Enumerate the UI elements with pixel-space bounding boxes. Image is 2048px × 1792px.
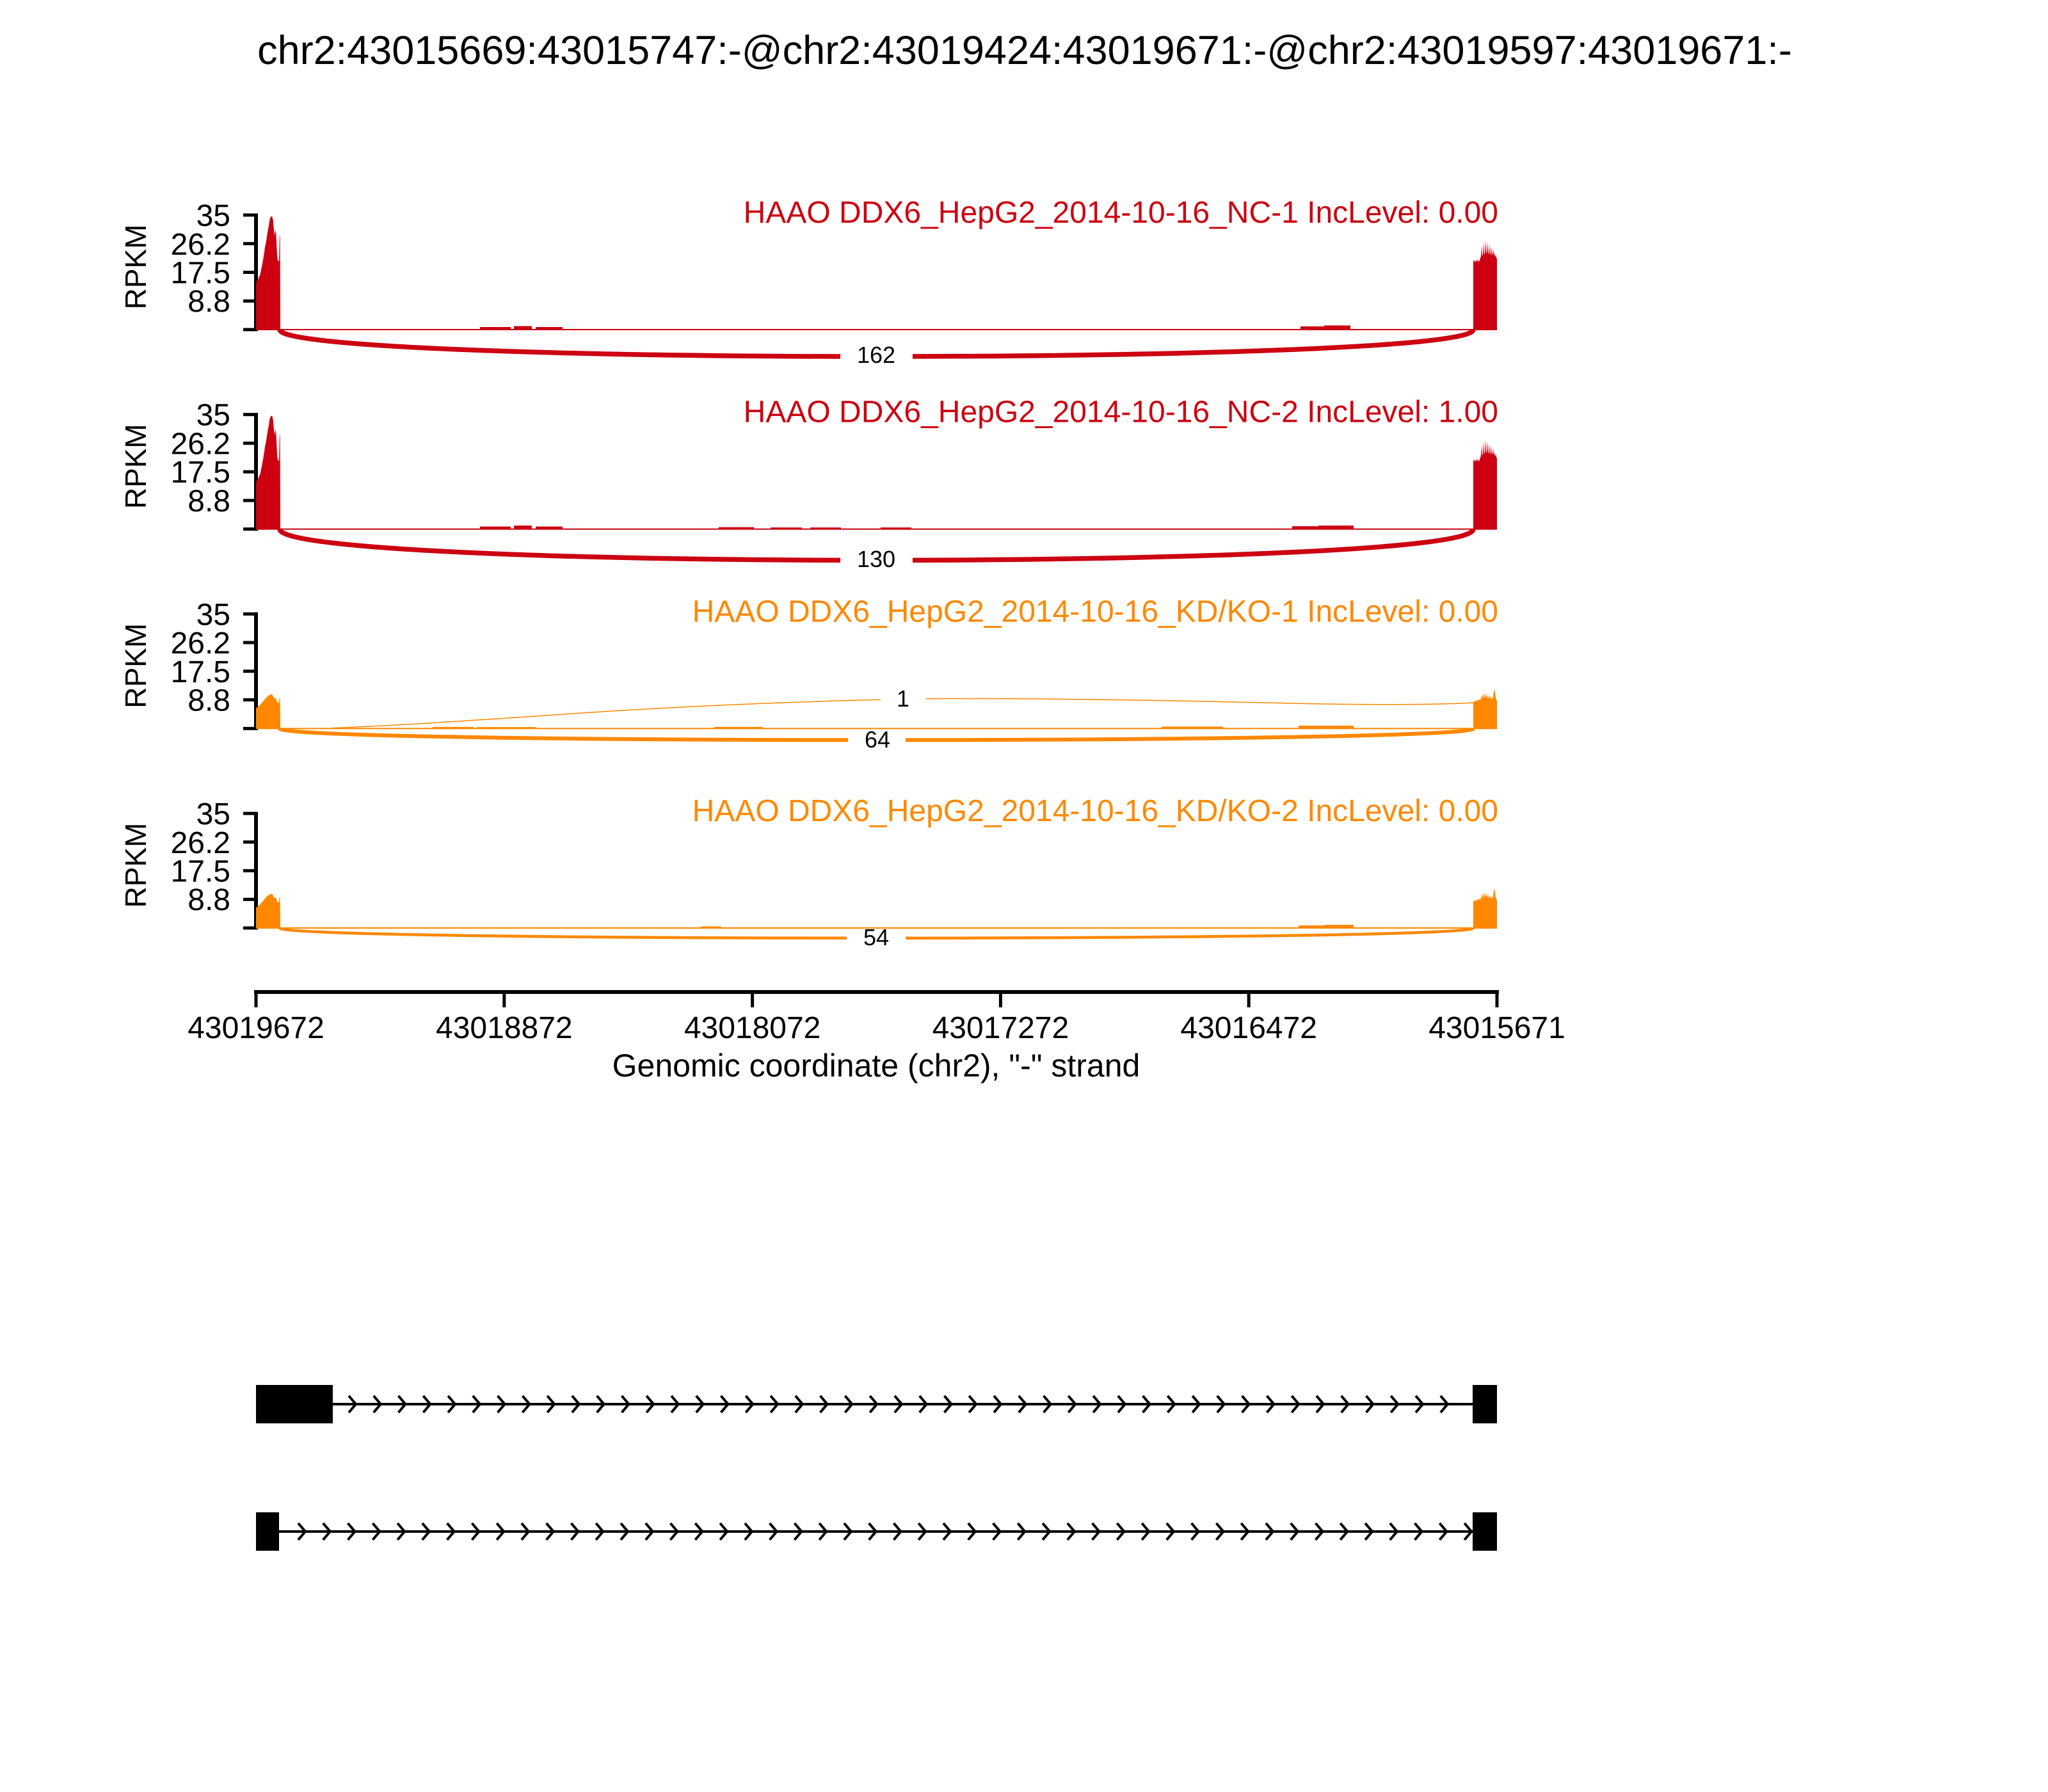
svg-text:17.5: 17.5 <box>171 257 230 291</box>
svg-text:8.8: 8.8 <box>188 285 230 319</box>
svg-text:43016472: 43016472 <box>1180 1011 1317 1045</box>
svg-text:RPKM: RPKM <box>119 225 152 310</box>
svg-text:43018072: 43018072 <box>684 1011 821 1045</box>
svg-text:26.2: 26.2 <box>171 627 230 660</box>
svg-text:8.8: 8.8 <box>188 684 230 718</box>
svg-text:26.2: 26.2 <box>171 428 230 461</box>
svg-text:RPKM: RPKM <box>119 823 152 908</box>
svg-text:35: 35 <box>196 399 230 433</box>
svg-text:17.5: 17.5 <box>171 655 230 689</box>
svg-text:43019672: 43019672 <box>188 1011 324 1045</box>
svg-text:17.5: 17.5 <box>171 855 230 889</box>
svg-text:130: 130 <box>857 546 895 572</box>
svg-text:26.2: 26.2 <box>171 826 230 860</box>
svg-text:HAAO DDX6_HepG2_2014-10-16_KD/: HAAO DDX6_HepG2_2014-10-16_KD/KO-2 IncLe… <box>692 794 1498 828</box>
svg-text:Genomic coordinate (chr2), "-": Genomic coordinate (chr2), "-" strand <box>612 1048 1140 1084</box>
svg-text:35: 35 <box>196 598 230 632</box>
svg-text:162: 162 <box>857 342 895 368</box>
svg-text:43015671: 43015671 <box>1428 1011 1565 1045</box>
svg-text:43018872: 43018872 <box>436 1011 573 1045</box>
svg-text:RPKM: RPKM <box>119 424 152 509</box>
svg-text:35: 35 <box>196 797 230 831</box>
svg-text:8.8: 8.8 <box>188 484 230 518</box>
svg-text:17.5: 17.5 <box>171 456 230 490</box>
svg-text:26.2: 26.2 <box>171 228 230 262</box>
svg-text:35: 35 <box>196 199 230 233</box>
svg-text:HAAO DDX6_HepG2_2014-10-16_NC-: HAAO DDX6_HepG2_2014-10-16_NC-2 IncLevel… <box>744 396 1498 429</box>
svg-text:43017272: 43017272 <box>932 1011 1069 1045</box>
svg-text:HAAO DDX6_HepG2_2014-10-16_NC-: HAAO DDX6_HepG2_2014-10-16_NC-1 IncLevel… <box>744 196 1498 230</box>
svg-text:54: 54 <box>863 924 889 950</box>
svg-text:1: 1 <box>897 685 909 712</box>
svg-text:8.8: 8.8 <box>188 883 230 917</box>
svg-text:HAAO DDX6_HepG2_2014-10-16_KD/: HAAO DDX6_HepG2_2014-10-16_KD/KO-1 IncLe… <box>692 595 1498 628</box>
svg-text:chr2:43015669:43015747:-@chr2:: chr2:43015669:43015747:-@chr2:43019424:4… <box>257 28 1792 73</box>
svg-text:64: 64 <box>865 726 890 753</box>
svg-text:RPKM: RPKM <box>119 623 152 708</box>
